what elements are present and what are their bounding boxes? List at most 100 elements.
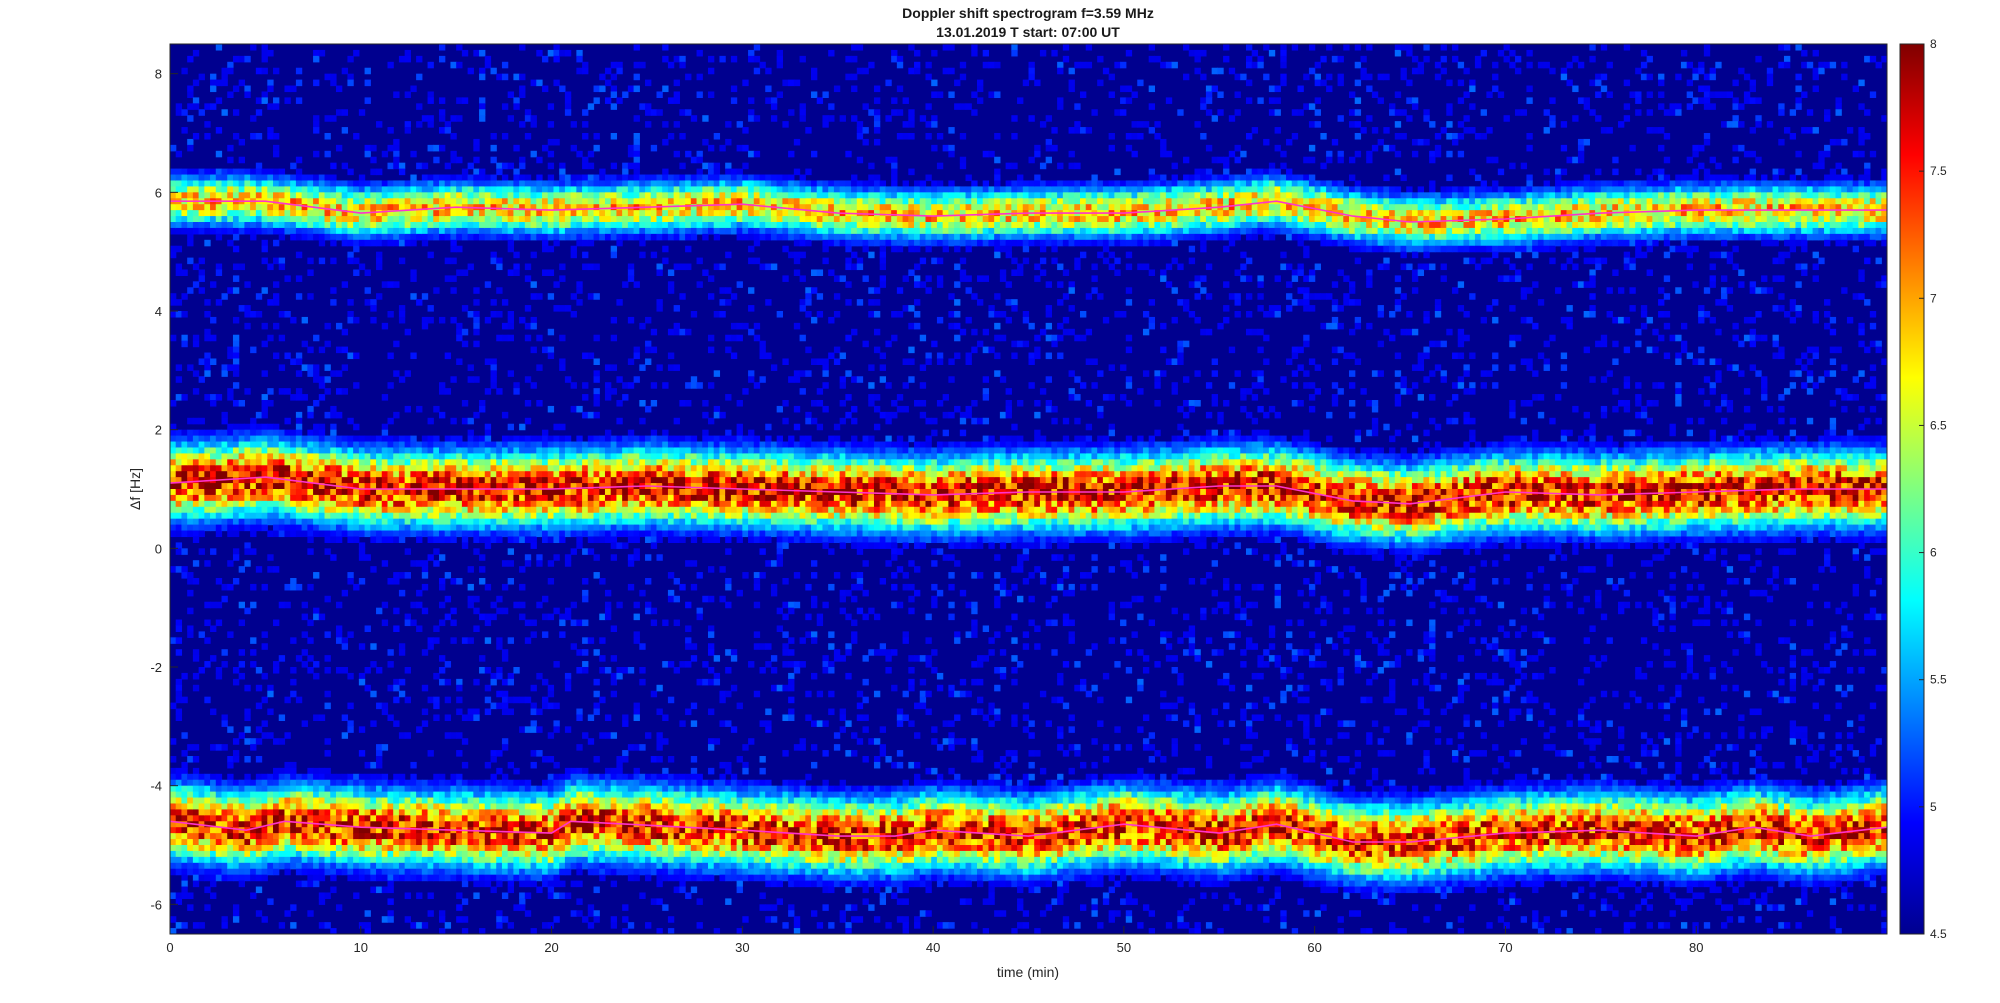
heatmap-cell bbox=[496, 500, 503, 508]
heatmap-cell bbox=[416, 405, 423, 413]
heatmap-cell bbox=[387, 518, 394, 526]
heatmap-cell bbox=[307, 216, 314, 223]
heatmap-cell bbox=[284, 696, 291, 704]
heatmap-cell bbox=[553, 453, 560, 460]
heatmap-cell bbox=[335, 637, 343, 644]
heatmap-cell bbox=[273, 500, 280, 508]
heatmap-cell bbox=[381, 239, 389, 247]
heatmap-cell bbox=[175, 210, 183, 217]
heatmap-cell bbox=[347, 536, 354, 543]
heatmap-cell bbox=[204, 394, 211, 401]
heatmap-cell bbox=[244, 868, 251, 876]
heatmap-cell bbox=[484, 441, 492, 449]
heatmap-cell bbox=[250, 506, 257, 514]
heatmap-cell bbox=[570, 880, 577, 888]
heatmap-cell bbox=[587, 453, 595, 460]
heatmap-cell bbox=[387, 61, 394, 69]
heatmap-cell bbox=[370, 465, 377, 472]
heatmap-cell bbox=[381, 619, 389, 627]
heatmap-cell bbox=[358, 643, 366, 650]
heatmap-cell bbox=[398, 643, 406, 650]
heatmap-cell bbox=[341, 827, 349, 834]
heatmap-cell bbox=[175, 435, 183, 443]
heatmap-cell bbox=[341, 779, 349, 787]
heatmap-cell bbox=[496, 311, 503, 318]
heatmap-cell bbox=[307, 839, 314, 846]
heatmap-cell bbox=[313, 797, 320, 805]
heatmap-cell bbox=[604, 453, 612, 460]
heatmap-cell bbox=[416, 791, 423, 799]
heatmap-cell bbox=[307, 186, 314, 193]
heatmap-cell bbox=[461, 797, 469, 805]
heatmap-cell bbox=[335, 500, 343, 508]
heatmap-cell bbox=[210, 216, 217, 223]
heatmap-cell bbox=[215, 429, 223, 437]
heatmap-cell bbox=[244, 874, 251, 882]
heatmap-cell bbox=[604, 779, 612, 787]
heatmap-cell bbox=[444, 192, 452, 199]
heatmap-cell bbox=[496, 821, 503, 828]
heatmap-cell bbox=[444, 257, 452, 265]
heatmap-cell bbox=[215, 874, 223, 882]
heatmap-cell bbox=[610, 542, 618, 549]
heatmap-cell bbox=[227, 227, 234, 235]
heatmap-cell bbox=[559, 791, 566, 799]
heatmap-cell bbox=[484, 227, 492, 235]
heatmap-cell bbox=[410, 785, 417, 793]
heatmap-cell bbox=[192, 791, 200, 799]
heatmap-cell bbox=[490, 233, 497, 241]
heatmap-cell bbox=[416, 803, 423, 810]
heatmap-cell bbox=[341, 328, 349, 336]
heatmap-cell bbox=[267, 839, 274, 846]
heatmap-cell bbox=[267, 459, 274, 466]
heatmap-cell bbox=[238, 500, 245, 508]
heatmap-cell bbox=[604, 833, 612, 840]
heatmap-cell bbox=[542, 862, 549, 870]
heatmap-cell bbox=[381, 779, 389, 787]
heatmap-cell bbox=[553, 785, 560, 793]
heatmap-cell bbox=[341, 530, 349, 538]
heatmap-cell bbox=[301, 833, 308, 840]
heatmap-cell bbox=[381, 429, 389, 437]
heatmap-cell bbox=[318, 827, 326, 834]
heatmap-cell bbox=[273, 239, 280, 247]
heatmap-cell bbox=[295, 210, 303, 217]
heatmap-cell bbox=[496, 506, 503, 514]
heatmap-cell bbox=[330, 192, 337, 199]
heatmap-cell bbox=[490, 382, 497, 389]
heatmap-cell bbox=[250, 216, 257, 223]
heatmap-cell bbox=[335, 227, 343, 235]
heatmap-cell bbox=[490, 524, 497, 532]
heatmap-cell bbox=[490, 156, 497, 164]
heatmap-cell bbox=[393, 862, 400, 870]
heatmap-cell bbox=[273, 738, 280, 745]
heatmap-cell bbox=[273, 97, 280, 104]
heatmap-cell bbox=[267, 49, 274, 57]
heatmap-cell bbox=[398, 441, 406, 449]
heatmap-cell bbox=[198, 500, 205, 508]
heatmap-cell bbox=[456, 518, 463, 526]
heatmap-cell bbox=[473, 49, 480, 57]
heatmap-cell bbox=[307, 364, 314, 371]
heatmap-cell bbox=[210, 518, 217, 526]
heatmap-cell bbox=[181, 827, 188, 834]
heatmap-cell bbox=[542, 797, 549, 805]
heatmap-cell bbox=[175, 637, 183, 644]
heatmap-cell bbox=[536, 79, 543, 87]
heatmap-cell bbox=[467, 500, 474, 508]
heatmap-cell bbox=[473, 833, 480, 840]
heatmap-cell bbox=[175, 548, 183, 555]
heatmap-cell bbox=[341, 67, 349, 75]
heatmap-cell bbox=[536, 210, 543, 217]
heatmap-cell bbox=[192, 672, 200, 680]
heatmap-cell bbox=[473, 180, 480, 187]
heatmap-cell bbox=[421, 791, 429, 799]
heatmap-cell bbox=[404, 239, 411, 247]
chart-title: Doppler shift spectrogram f=3.59 MHz bbox=[902, 5, 1154, 21]
heatmap-cell bbox=[244, 471, 251, 478]
heatmap-cell bbox=[284, 839, 291, 846]
heatmap-cell bbox=[461, 477, 469, 484]
heatmap-cell bbox=[542, 815, 549, 822]
heatmap-cell bbox=[170, 756, 177, 763]
heatmap-cell bbox=[255, 222, 263, 229]
